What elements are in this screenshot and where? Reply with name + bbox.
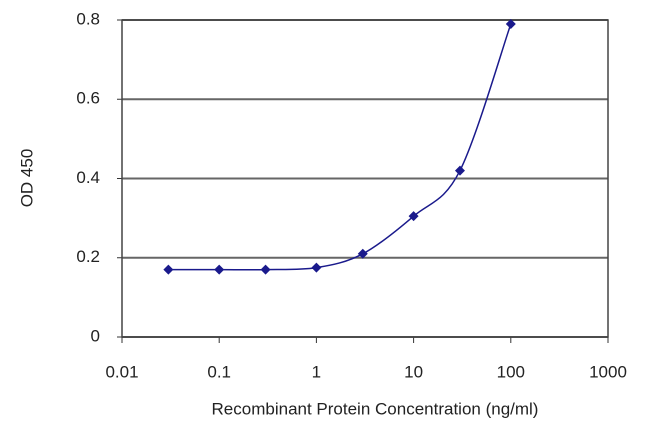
data-point (454, 165, 465, 176)
x-tick-label: 0.1 (207, 362, 231, 381)
plot-frame (121, 19, 609, 338)
series-line (168, 23, 512, 271)
data-point (357, 248, 368, 259)
data-point (214, 264, 225, 275)
data-point (505, 18, 516, 29)
y-tick-label: 0.8 (76, 9, 100, 28)
x-tick-label: 0.01 (105, 362, 138, 381)
data-point (311, 262, 322, 273)
x-tick-label: 1 (312, 362, 321, 381)
y-tick-label: 0.6 (76, 89, 100, 108)
y-tick-label: 0.2 (76, 247, 100, 266)
x-tick-label: 100 (497, 362, 525, 381)
x-axis-label: Recombinant Protein Concentration (ng/ml… (212, 399, 539, 418)
y-tick-label: 0 (91, 326, 100, 345)
data-point (408, 211, 419, 222)
x-tick-label: 10 (404, 362, 423, 381)
x-tick-label: 1000 (589, 362, 627, 381)
y-axis-label: OD 450 (17, 149, 36, 208)
y-tick-label: 0.4 (76, 168, 100, 187)
data-point (163, 264, 174, 275)
data-point (260, 264, 271, 275)
